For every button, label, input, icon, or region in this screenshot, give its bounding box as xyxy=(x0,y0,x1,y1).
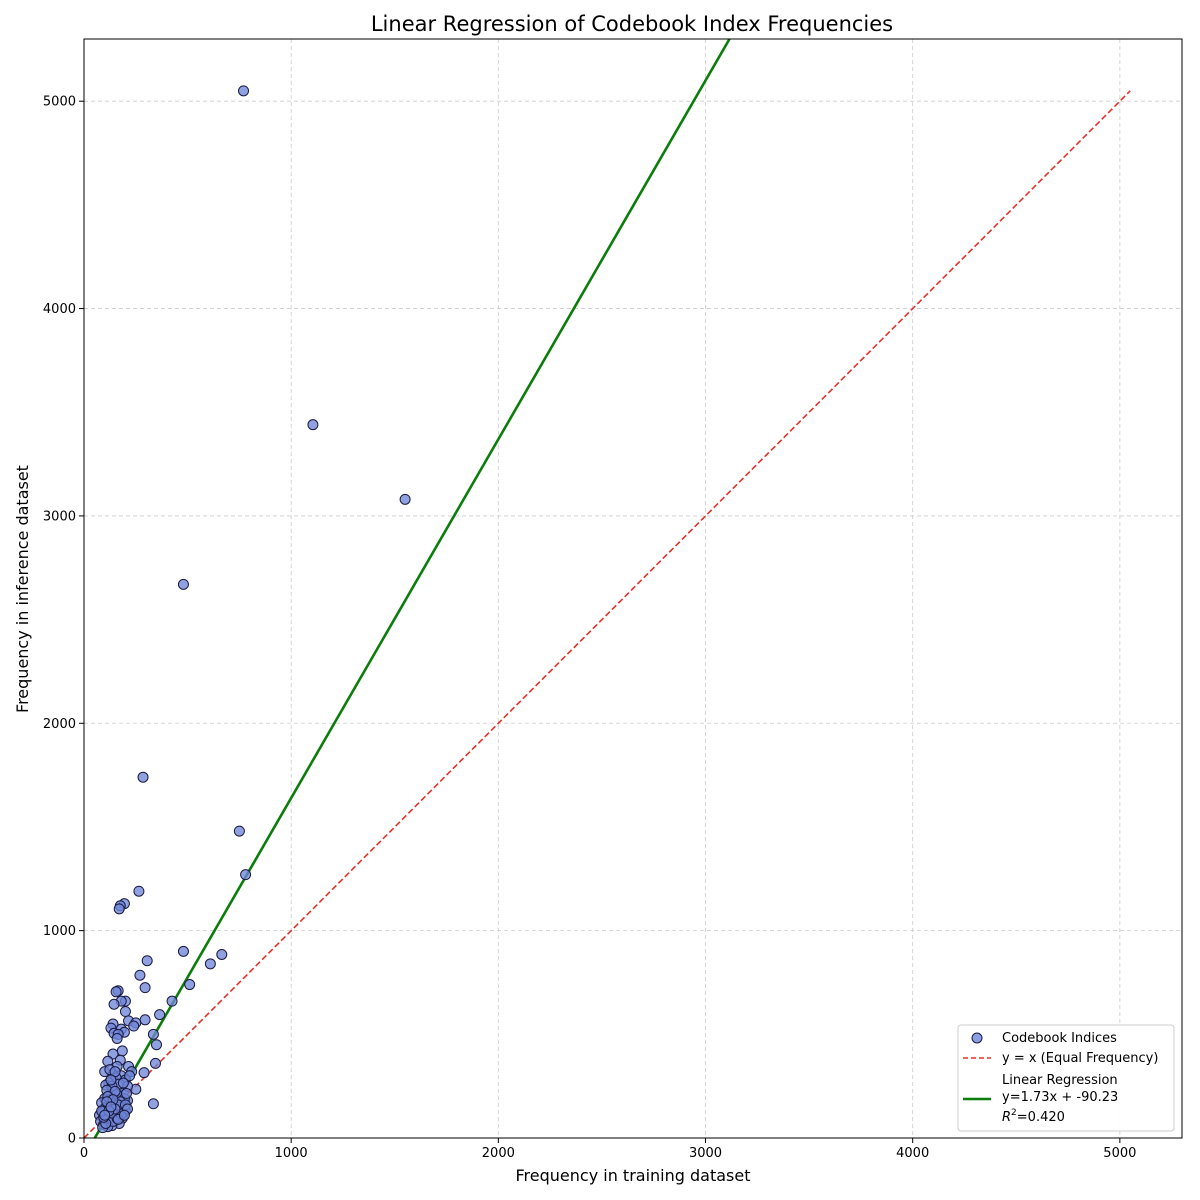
x-tick-label: 0 xyxy=(80,1146,88,1161)
axis-ticks: 0 1000 2000 3000 4000 5000 0 1000 2000 3000 4000 50… xyxy=(43,95,1136,1161)
data-point xyxy=(151,1039,163,1051)
data-point xyxy=(124,1070,136,1082)
data-point xyxy=(105,1074,117,1086)
regression-line xyxy=(93,38,731,1139)
y-axis-label: Frequency in inference dataset xyxy=(13,465,32,713)
y-tick-label: 5000 xyxy=(43,95,76,110)
y-tick-label: 2000 xyxy=(43,717,76,732)
data-point xyxy=(154,1009,166,1021)
x-tick-label: 3000 xyxy=(689,1146,722,1161)
data-point xyxy=(204,958,216,970)
data-point xyxy=(134,969,146,981)
identity-line xyxy=(83,90,1131,1139)
data-point xyxy=(105,1101,117,1113)
chart-title: Linear Regression of Codebook Index Freq… xyxy=(371,12,893,36)
data-point xyxy=(119,1006,131,1018)
data-point xyxy=(233,825,245,837)
data-point xyxy=(399,493,411,505)
legend-label-identity: y = x (Equal Frequency) xyxy=(1002,1051,1158,1066)
data-point xyxy=(117,1077,129,1089)
legend: Codebook Indices y = x (Equal Frequency)… xyxy=(957,1024,1175,1132)
data-point xyxy=(110,986,122,998)
legend-label-regression-r2: R2=0.420 xyxy=(1002,1108,1065,1125)
y-tick-label: 3000 xyxy=(43,509,76,524)
data-point xyxy=(147,1098,159,1110)
plot-frame xyxy=(83,38,1183,1139)
data-point xyxy=(118,1109,130,1121)
data-point xyxy=(139,1014,151,1026)
data-point xyxy=(216,948,228,960)
legend-r2-value: =0.420 xyxy=(1017,1110,1065,1125)
data-point xyxy=(307,419,319,431)
lines xyxy=(83,38,1131,1139)
data-point xyxy=(149,1057,161,1069)
legend-marker-points xyxy=(971,1032,983,1044)
y-tick-label: 1000 xyxy=(43,924,76,939)
x-axis-label: Frequency in training dataset xyxy=(516,1166,751,1185)
legend-label-regression-title: Linear Regression xyxy=(1002,1073,1118,1088)
x-tick-label: 1000 xyxy=(275,1146,308,1161)
legend-box xyxy=(957,1024,1175,1132)
data-point xyxy=(111,1032,123,1044)
data-point xyxy=(177,578,189,590)
data-point xyxy=(238,85,250,97)
data-point xyxy=(128,1020,140,1032)
data-point xyxy=(184,979,196,991)
data-point xyxy=(166,995,178,1007)
data-points xyxy=(94,85,411,1134)
data-point xyxy=(116,1045,128,1057)
x-tick-label: 5000 xyxy=(1103,1146,1136,1161)
data-point xyxy=(137,771,149,783)
data-point xyxy=(113,903,125,915)
data-point xyxy=(133,885,145,897)
y-tick-label: 4000 xyxy=(43,302,76,317)
data-point xyxy=(141,955,153,967)
data-point xyxy=(147,1028,159,1040)
data-point xyxy=(120,1087,132,1099)
data-point xyxy=(177,945,189,957)
grid xyxy=(84,39,1182,1138)
y-tick-label: 0 xyxy=(68,1132,76,1147)
x-tick-label: 2000 xyxy=(482,1146,515,1161)
data-point xyxy=(138,1067,150,1079)
data-point xyxy=(139,982,151,994)
x-tick-label: 4000 xyxy=(896,1146,929,1161)
legend-label-points: Codebook Indices xyxy=(1002,1031,1117,1046)
data-point xyxy=(108,998,120,1010)
legend-label-regression-equation: y=1.73x + -90.23 xyxy=(1002,1090,1118,1105)
data-point xyxy=(240,869,252,881)
data-point xyxy=(99,1109,111,1121)
